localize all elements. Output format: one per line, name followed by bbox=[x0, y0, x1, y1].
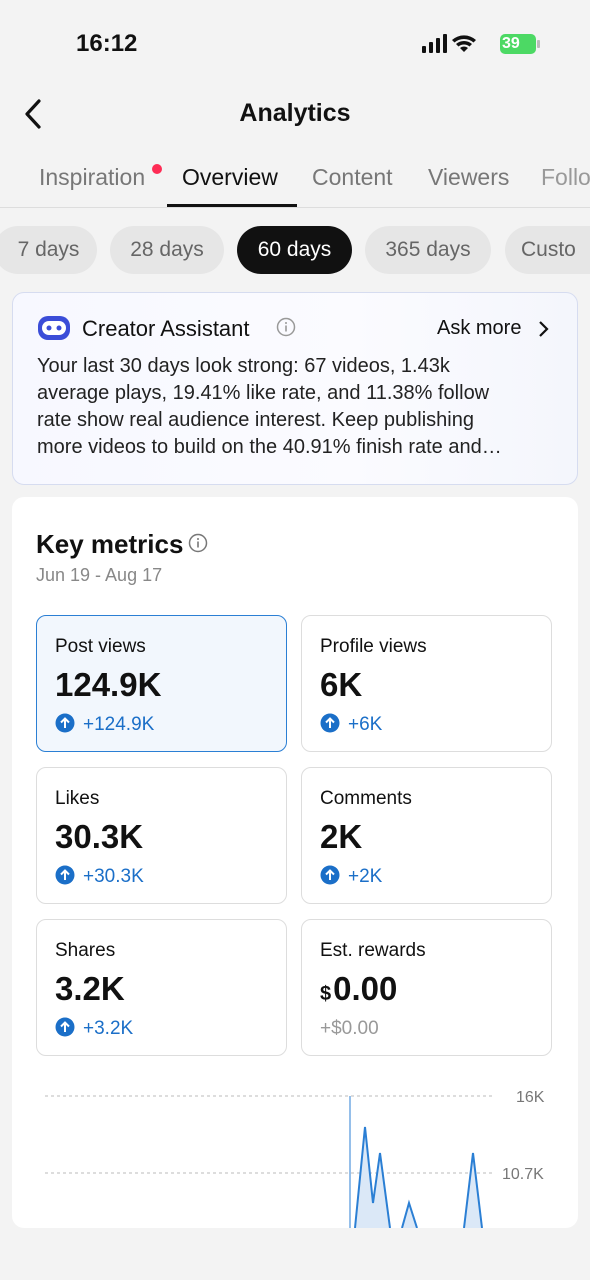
tab[interactable]: Viewers bbox=[428, 164, 510, 190]
status-time: 16:12 bbox=[76, 30, 138, 57]
metric-card[interactable]: Comments 2K +2K bbox=[301, 767, 552, 904]
currency: $ bbox=[320, 983, 332, 1005]
tab[interactable]: Follo bbox=[541, 164, 590, 190]
range-chip[interactable]: 60 days bbox=[237, 226, 352, 274]
text-line: Your last 30 days look strong: 67 videos… bbox=[37, 355, 450, 377]
notification-dot bbox=[152, 164, 162, 174]
trend-line bbox=[354, 1126, 483, 1228]
trend-area bbox=[355, 1127, 482, 1228]
section-title: Key metrics bbox=[36, 529, 184, 559]
metric-value: 30.3K bbox=[55, 818, 143, 856]
metric-label: Shares bbox=[55, 940, 116, 961]
value-text: 124.9K bbox=[55, 666, 162, 703]
y-tick-label: 10.7K bbox=[502, 1166, 544, 1183]
assistant-title: Creator Assistant bbox=[82, 316, 250, 341]
metric-label: Post views bbox=[55, 636, 146, 657]
chevron bbox=[539, 321, 549, 337]
metric-change: +$0.00 bbox=[320, 1018, 379, 1039]
page-title: Analytics bbox=[239, 99, 351, 127]
up-arrow-icon bbox=[320, 713, 340, 733]
battery-level: 39 bbox=[502, 35, 520, 52]
value-text: 6K bbox=[320, 666, 363, 703]
metric-change: +3.2K bbox=[83, 1018, 134, 1039]
value-text: 3.2K bbox=[55, 970, 125, 1007]
metric-change: +6K bbox=[348, 714, 383, 735]
y-tick-label: 16K bbox=[516, 1089, 545, 1106]
trend-chart: 16K 10.7K bbox=[45, 1089, 545, 1228]
divider bbox=[0, 207, 590, 208]
metric-change: +30.3K bbox=[83, 866, 144, 887]
date-range: Jun 19 - Aug 17 bbox=[36, 565, 163, 585]
text-line: more videos to build on the 40.91% finis… bbox=[37, 436, 502, 458]
value-text: 2K bbox=[320, 818, 363, 855]
range-chip[interactable]: Custo bbox=[505, 226, 590, 274]
metric-label: Profile views bbox=[320, 636, 427, 657]
assistant-card: Creator Assistant Ask more Your last 30 … bbox=[12, 292, 578, 485]
metric-value: $0.00 bbox=[320, 970, 397, 1008]
metric-change: +124.9K bbox=[83, 714, 155, 735]
up-arrow-icon bbox=[55, 1017, 75, 1037]
up-arrow-icon bbox=[320, 865, 340, 885]
assistant-icon bbox=[38, 316, 70, 340]
metric-label: Est. rewards bbox=[320, 940, 426, 961]
info-icon[interactable] bbox=[188, 533, 208, 553]
metric-value: 2K bbox=[320, 818, 362, 856]
range-chip[interactable]: 28 days bbox=[110, 226, 224, 274]
metric-card[interactable]: Est. rewards $0.00 +$0.00 bbox=[301, 919, 552, 1056]
ask-more[interactable]: Ask more bbox=[437, 317, 522, 339]
metric-value: 3.2K bbox=[55, 970, 125, 1008]
tab[interactable]: Inspiration bbox=[39, 164, 146, 190]
metric-value: 6K bbox=[320, 666, 362, 704]
metric-card[interactable]: Likes 30.3K +30.3K bbox=[36, 767, 287, 904]
text-line: rate show real audience interest. Keep p… bbox=[37, 409, 474, 431]
tab[interactable]: Overview bbox=[182, 164, 278, 190]
metric-label: Comments bbox=[320, 788, 412, 809]
tab-indicator bbox=[167, 204, 297, 207]
metric-label: Likes bbox=[55, 788, 100, 809]
info-icon[interactable] bbox=[276, 317, 296, 337]
tab[interactable]: Content bbox=[312, 164, 393, 190]
status-icons bbox=[422, 34, 540, 54]
value-text: 0.00 bbox=[333, 970, 398, 1007]
text-line: average plays, 19.41% like rate, and 11.… bbox=[37, 382, 490, 404]
back-button[interactable] bbox=[22, 98, 44, 130]
range-chip[interactable]: 7 days bbox=[0, 226, 97, 274]
assistant-text: Your last 30 days look strong: 67 videos… bbox=[37, 353, 502, 461]
metric-change: +2K bbox=[348, 866, 383, 887]
up-arrow-icon bbox=[55, 713, 75, 733]
metric-card[interactable]: Shares 3.2K +3.2K bbox=[36, 919, 287, 1056]
up-arrow-icon bbox=[55, 865, 75, 885]
metric-value: 124.9K bbox=[55, 666, 161, 704]
value-text: 30.3K bbox=[55, 818, 144, 855]
metrics-card: Key metrics Jun 19 - Aug 17 Post views 12… bbox=[12, 497, 578, 1228]
range-chip[interactable]: 365 days bbox=[365, 226, 491, 274]
metric-card[interactable]: Profile views 6K +6K bbox=[301, 615, 552, 752]
metric-card[interactable]: Post views 124.9K +124.9K bbox=[36, 615, 287, 752]
